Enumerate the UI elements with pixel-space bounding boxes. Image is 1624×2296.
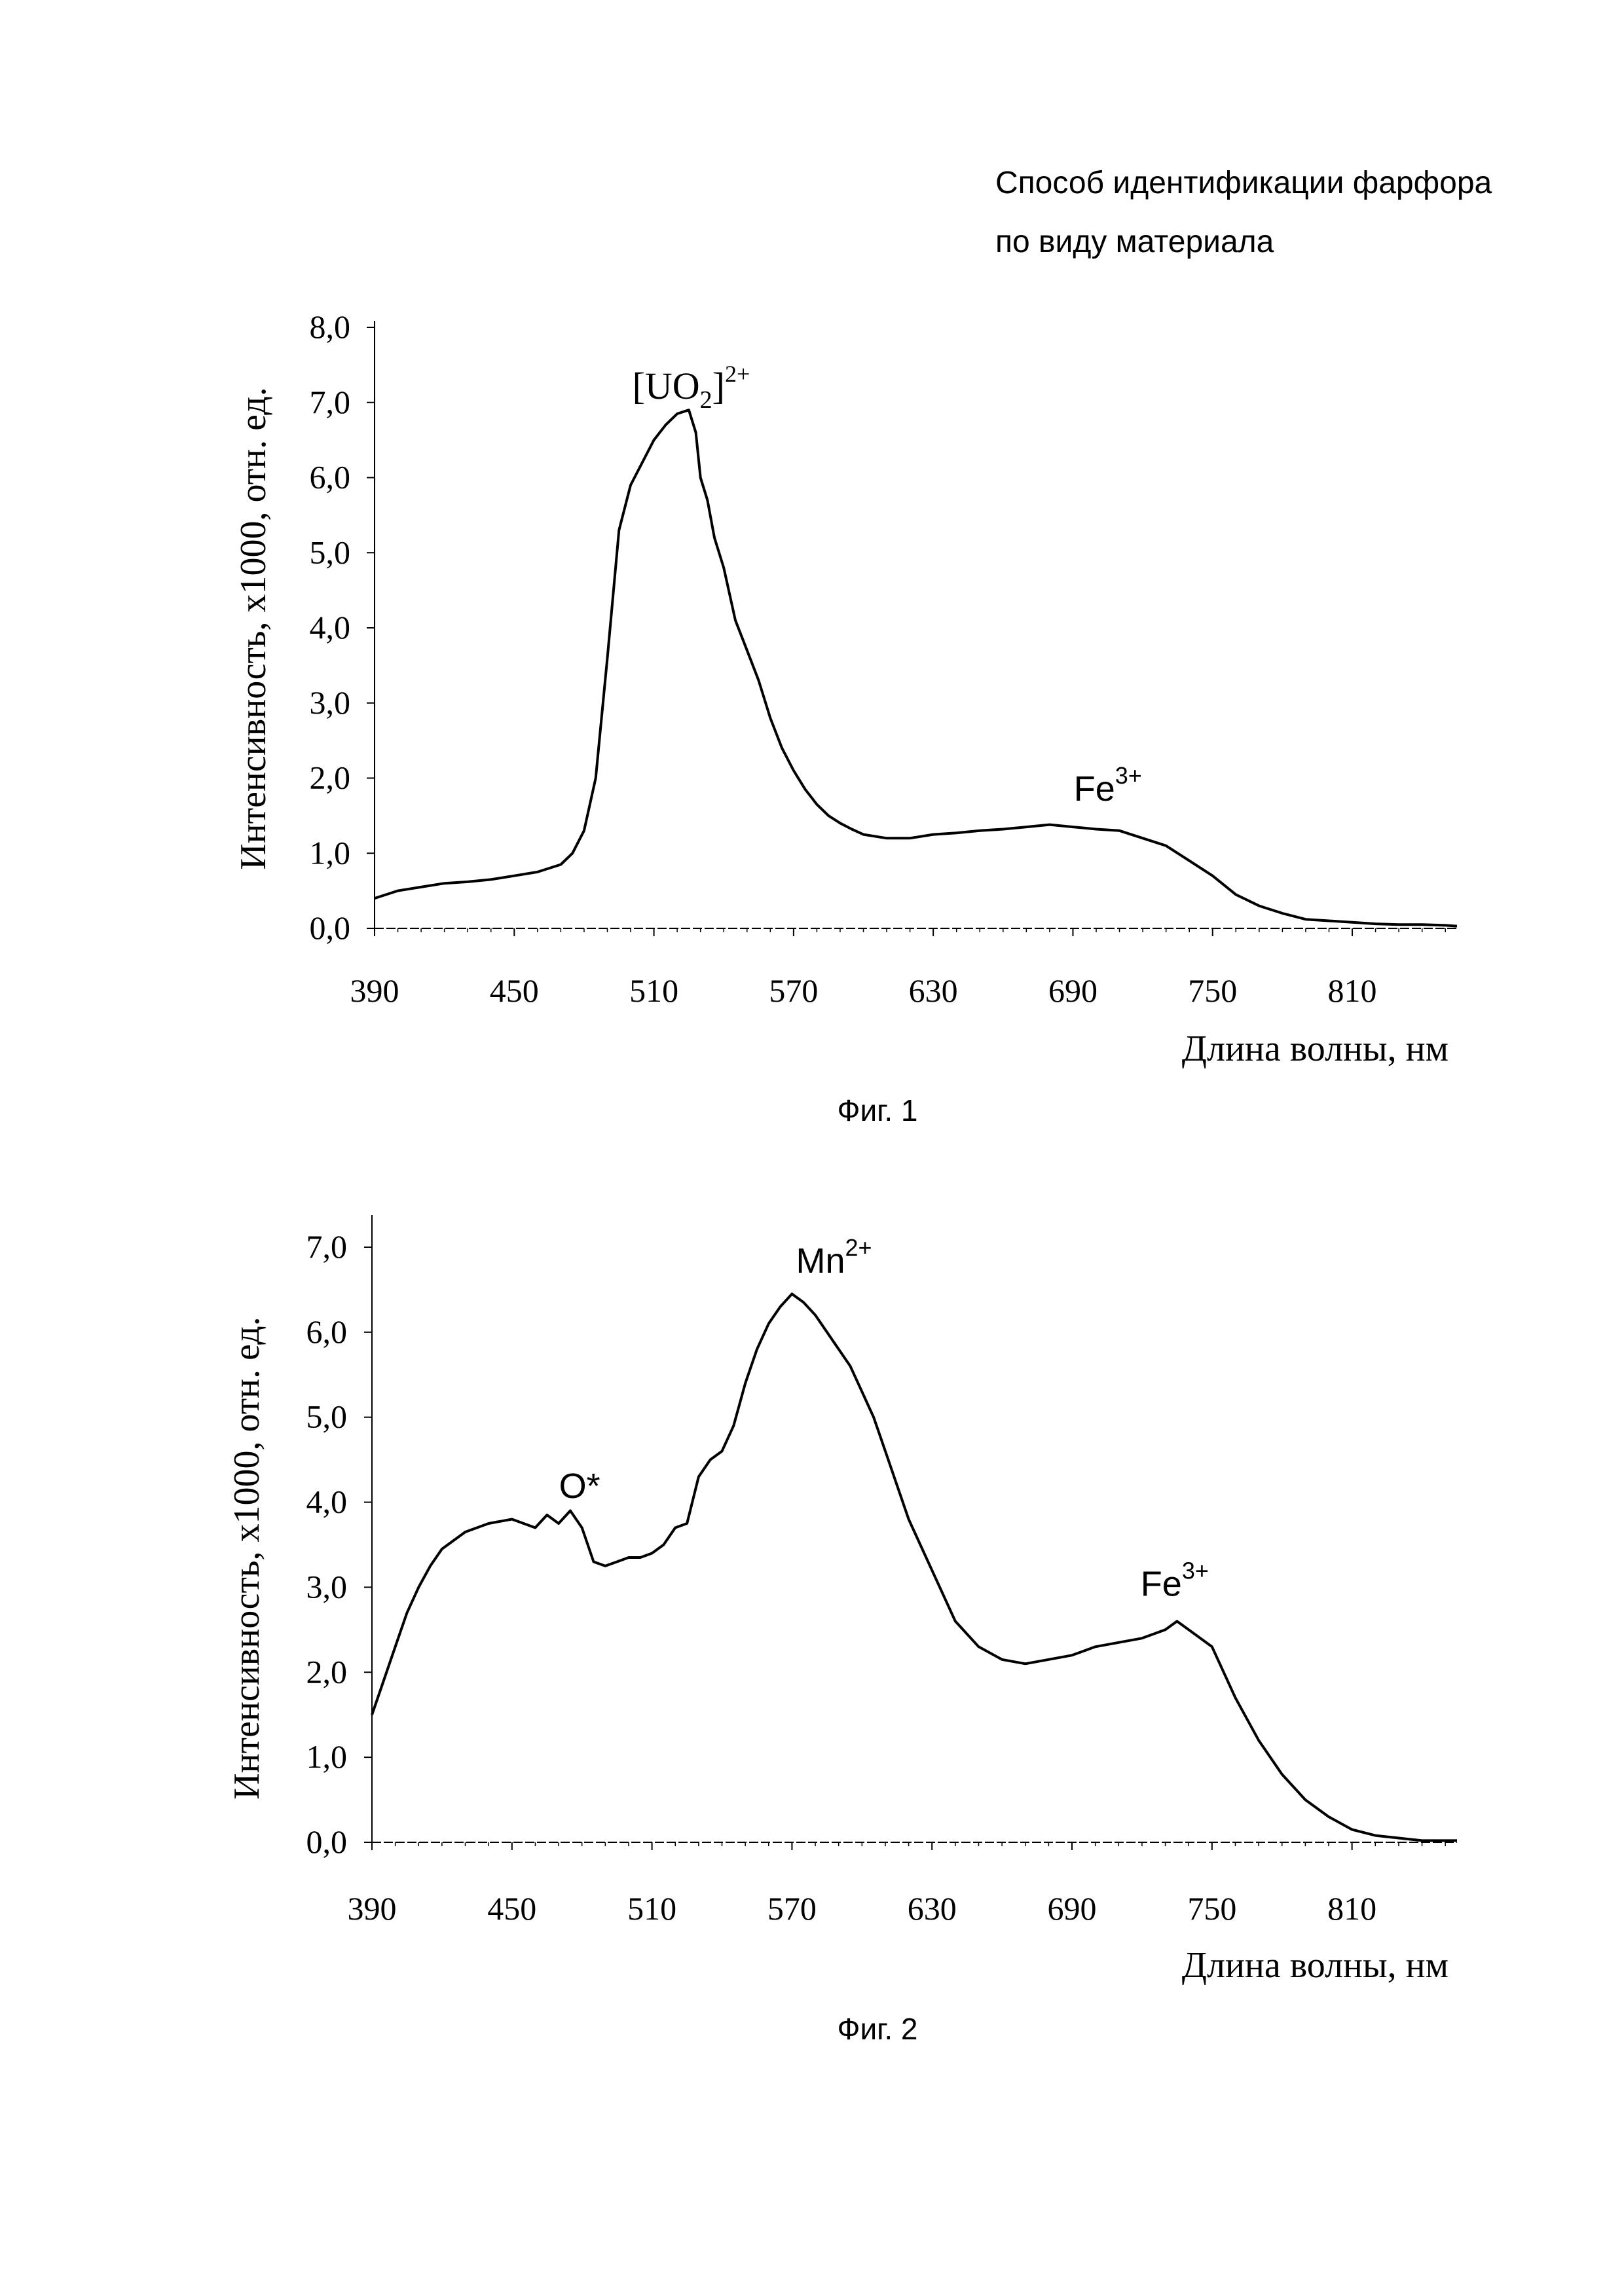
spectrum-line: [371, 1292, 1457, 1842]
x-tick-label: 810: [1328, 972, 1377, 1009]
x-tick-label: 390: [350, 972, 399, 1009]
x-axis-title: Длина волны, нм: [1182, 1029, 1449, 1069]
x-tick-label: 750: [1187, 1890, 1236, 1927]
y-tick-label: 2,0: [310, 759, 351, 796]
peak-annotation: Mn2+: [796, 1234, 872, 1281]
document-header: Способ идентификации фарфора по виду мат…: [995, 154, 1585, 272]
y-tick-label: 6,0: [306, 1313, 348, 1350]
x-tick-label: 690: [1048, 972, 1098, 1009]
x-tick-label: 510: [627, 1890, 676, 1927]
y-tick-label: 3,0: [306, 1568, 348, 1605]
x-tick-label: 630: [909, 972, 958, 1009]
y-tick-label: 5,0: [310, 534, 351, 570]
x-tick-label: 450: [487, 1890, 536, 1927]
figure-caption: Фиг. 1: [838, 1093, 918, 1127]
y-tick-label: 1,0: [306, 1738, 348, 1775]
y-tick-label: 0,0: [306, 1823, 348, 1860]
x-tick-label: 750: [1188, 972, 1237, 1009]
y-tick-label: 8,0: [310, 308, 351, 345]
x-tick-label: 510: [629, 972, 678, 1009]
y-tick-label: 7,0: [306, 1228, 348, 1265]
peak-annotation: O*: [559, 1467, 600, 1506]
y-tick-label: 1,0: [310, 834, 351, 871]
y-tick-label: 7,0: [310, 384, 351, 420]
spectrum-line: [374, 409, 1458, 928]
x-tick-label: 630: [908, 1890, 957, 1927]
y-tick-label: 5,0: [306, 1398, 348, 1435]
y-tick-label: 4,0: [310, 609, 351, 646]
figure-caption: Фиг. 2: [838, 2012, 918, 2046]
x-tick-label: 690: [1048, 1890, 1097, 1927]
y-axis-title: Интенсивность, х1000, отн. ед.: [227, 1317, 267, 1800]
header-line-1: Способ идентификации фарфора: [995, 166, 1492, 200]
y-tick-label: 2,0: [306, 1653, 348, 1690]
header-line-2: по виду материала: [995, 225, 1274, 259]
y-tick-label: 0,0: [310, 909, 351, 946]
x-tick-label: 570: [767, 1890, 817, 1927]
x-tick-label: 390: [348, 1890, 397, 1927]
y-tick-label: 4,0: [306, 1484, 348, 1520]
y-axis-title: Интенсивность, х1000, отн. ед.: [233, 387, 274, 870]
x-axis-title: Длина волны, нм: [1182, 1945, 1449, 1986]
y-tick-label: 3,0: [310, 684, 351, 721]
x-tick-label: 450: [490, 972, 539, 1009]
x-tick-label: 810: [1327, 1890, 1376, 1927]
x-tick-label: 570: [769, 972, 818, 1009]
y-tick-label: 6,0: [310, 459, 351, 496]
peak-annotation: Fe3+: [1141, 1557, 1209, 1603]
